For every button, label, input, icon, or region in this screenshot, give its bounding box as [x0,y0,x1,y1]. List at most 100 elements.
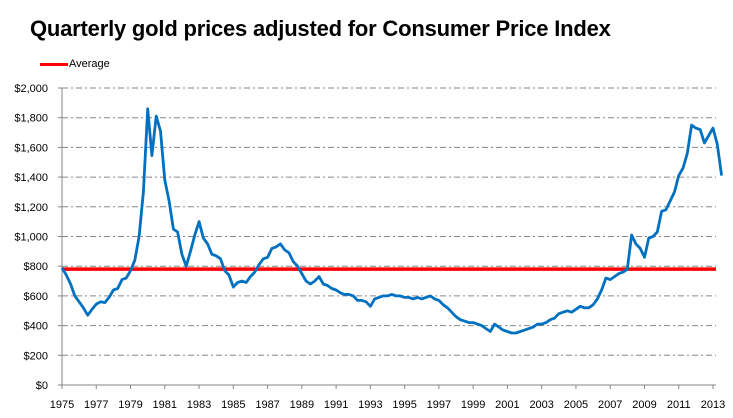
data-point [177,231,179,233]
data-point [421,298,423,300]
data-point [601,289,603,291]
data-point [352,295,354,297]
data-point [245,282,247,284]
x-tick-label: 2003 [529,399,553,411]
data-point [134,260,136,262]
data-point [639,248,641,250]
data-point [254,271,256,273]
y-tick-label: $1,400 [14,172,48,184]
data-point [477,323,479,325]
data-point [361,300,363,302]
x-tick-label: 2013 [701,399,725,411]
data-point [91,309,93,311]
x-tick-labels: 1975 1977 1979 1981 1983 1985 1987 1989 1991 1993… [50,399,725,411]
data-point [468,322,470,324]
data-point [687,153,689,155]
data-point [185,265,187,267]
data-point [203,237,205,239]
data-point [520,331,522,333]
data-point [699,129,701,131]
data-point [614,276,616,278]
data-point [575,309,577,311]
data-point [704,142,706,144]
data-point [532,326,534,328]
data-point [657,231,659,233]
data-point [318,276,320,278]
data-point [652,236,654,238]
data-point [327,285,329,287]
data-point [117,288,119,290]
data-point [211,254,213,256]
data-point [70,283,72,285]
data-point [267,257,269,259]
data-point [228,274,230,276]
data-point [113,289,115,291]
y-tick-label: $1,600 [14,142,48,154]
y-tick-labels: $0 $200 $400 $600 $800 $1,000 $1,200 $1,400 $1,6… [14,83,48,392]
y-tick-label: $0 [36,380,48,392]
y-tick-label: $1,000 [14,232,48,244]
x-tick-label: 2001 [495,399,519,411]
data-point [622,271,624,273]
data-point [528,328,530,330]
data-point [125,277,127,279]
data-point [138,236,140,238]
data-point [579,306,581,308]
x-tick-label: 1987 [255,399,279,411]
data-point [335,289,337,291]
data-point [627,268,629,270]
legend-swatch-average [40,62,68,66]
data-point [130,270,132,272]
data-point [220,258,222,260]
data-point [237,282,239,284]
data-point [147,108,149,110]
data-point [442,304,444,306]
data-point [408,297,410,299]
data-point [297,265,299,267]
data-point [691,124,693,126]
data-point [395,295,397,297]
y-tick-label: $1,200 [14,202,48,214]
gold-price-line [60,107,723,335]
data-point [490,331,492,333]
data-point [173,228,175,230]
data-point [588,307,590,309]
data-point [502,329,504,331]
data-point [61,267,63,269]
data-point [391,294,393,296]
data-point [537,323,539,325]
data-point [155,115,157,117]
data-point [515,332,517,334]
data-point [550,319,552,321]
data-point [511,332,513,334]
data-point [293,261,295,263]
data-point [198,221,200,223]
data-point [74,295,76,297]
data-point [455,316,457,318]
data-point [451,311,453,313]
data-point [263,258,265,260]
data-point [280,243,282,245]
data-point [524,329,526,331]
legend-label-average: Average [69,58,110,70]
data-point [558,313,560,315]
data-point [241,280,243,282]
data-point [609,279,611,281]
data-point [224,270,226,272]
data-point [400,295,402,297]
data-point [305,280,307,282]
x-tick-label: 1999 [461,399,485,411]
axes [58,87,716,389]
x-tick-label: 2007 [598,399,622,411]
data-point [695,127,697,129]
data-point [669,200,671,202]
data-point [665,209,667,211]
data-point [323,283,325,285]
data-point [494,323,496,325]
data-point [382,295,384,297]
data-point [721,175,723,177]
data-point [404,297,406,299]
data-point [357,300,359,302]
data-point [143,191,145,193]
data-point [378,297,380,299]
